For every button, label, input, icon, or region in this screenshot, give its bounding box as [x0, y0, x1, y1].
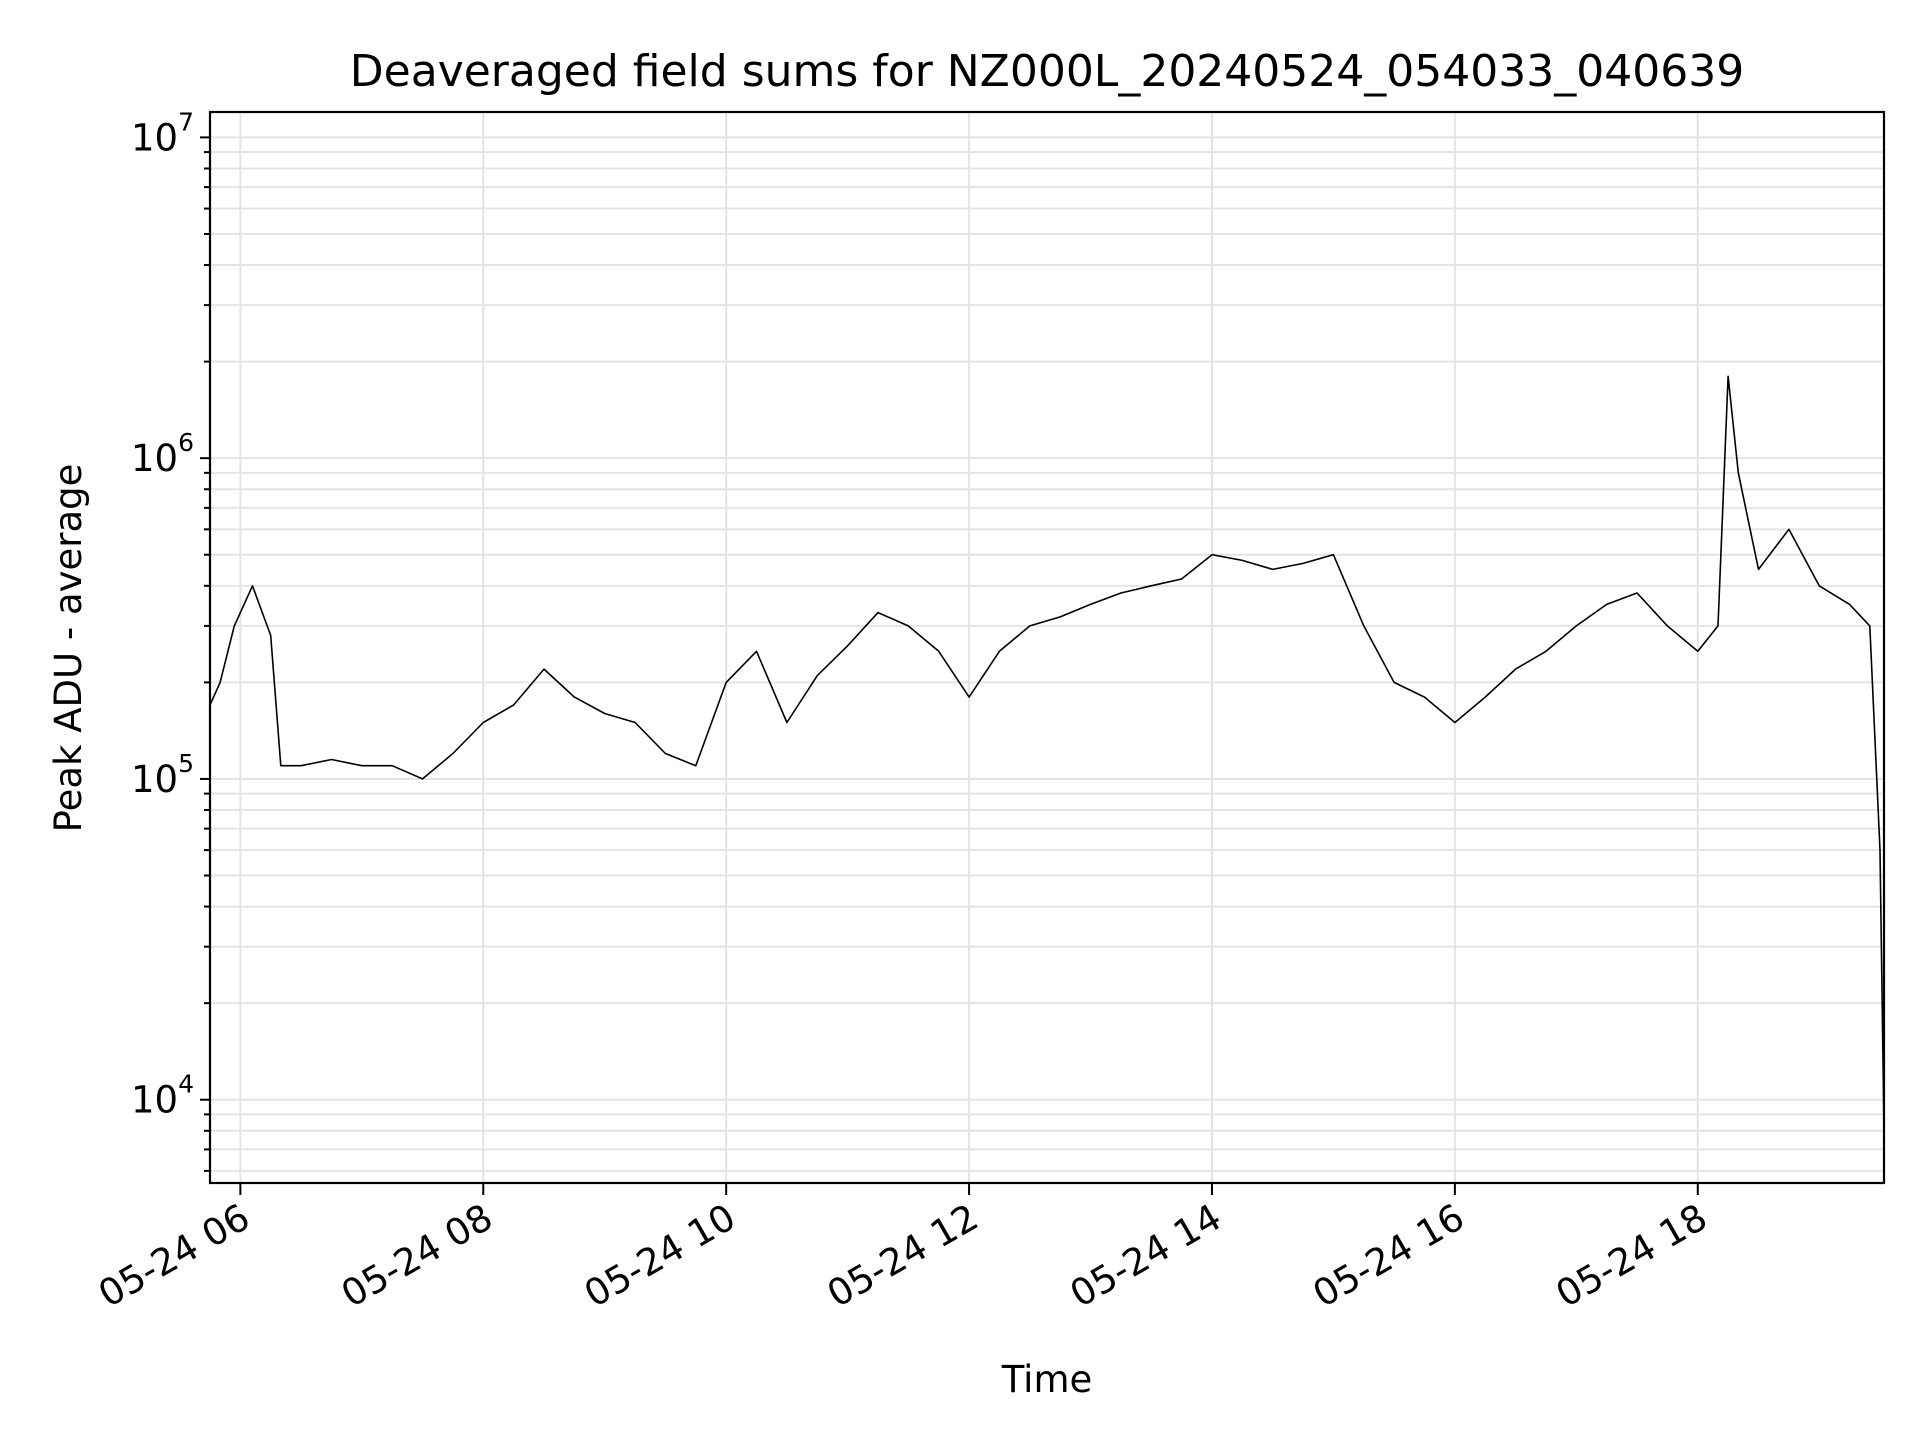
x-tick-label: 05-24 10 [577, 1196, 743, 1316]
x-tick-label: 05-24 08 [334, 1196, 500, 1316]
y-axis-label: Peak ADU - average [47, 464, 90, 833]
y-tick-label: 107 [131, 107, 194, 159]
y-tick-label: 105 [131, 749, 194, 801]
x-axis-label: Time [1001, 1358, 1093, 1401]
gridlines [210, 112, 1884, 1183]
x-tick-label: 05-24 14 [1063, 1196, 1229, 1316]
y-tick-label: 104 [131, 1070, 194, 1122]
series-line [209, 375, 1885, 1131]
x-tick-label: 05-24 16 [1306, 1196, 1472, 1316]
axis-ticks: 104 105 106 107 05-24 06 05-24 08 05-24 10 05-2… [91, 107, 1714, 1316]
data-series [209, 375, 1885, 1131]
y-tick-label: 106 [131, 428, 194, 480]
x-tick-label: 05-24 06 [91, 1196, 257, 1316]
x-tick-label: 05-24 12 [820, 1196, 986, 1316]
plot-frame [208, 110, 1886, 1185]
chart-title: Deaveraged field sums for NZ000L_2024052… [350, 46, 1744, 97]
x-tick-label: 05-24 18 [1549, 1196, 1715, 1316]
